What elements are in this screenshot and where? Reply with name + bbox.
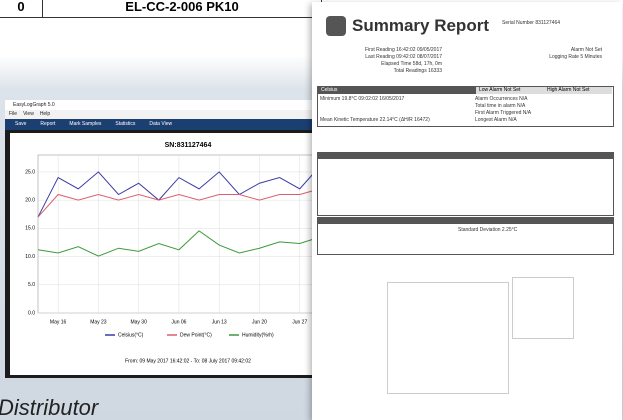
info-row: Last Reading 09:42:02 08/07/2017 [342, 54, 442, 61]
tool-button[interactable]: Mark Samples [69, 119, 101, 130]
report-page: Summary Report Serial Number 831127464 F… [312, 2, 622, 420]
x-tick-label: Jun 20 [252, 319, 267, 325]
menu-item[interactable]: File [9, 110, 17, 119]
section-header: Celsius [318, 87, 476, 94]
info-row: Elapsed Time 58d, 17h, 0m [342, 61, 442, 68]
y-tick-label: 20.0 [25, 197, 35, 203]
high-alarm: High Alarm Not Set [544, 87, 612, 94]
serial: Serial Number 831127464 [502, 20, 560, 26]
mini-chart [387, 282, 509, 394]
x-tick-label: May 30 [130, 319, 147, 325]
info-row: Logging Rate 5 Minutes [512, 54, 602, 61]
info-row: Alarm Not Set [512, 47, 602, 54]
menu-item[interactable]: View [23, 110, 34, 119]
info-row: First Reading 16:42:02 09/05/2017 [342, 47, 442, 54]
page: 0 EL-CC-2-006 PK10 EasyLogGraph 5.0 File… [0, 0, 623, 420]
y-tick-label: 15.0 [25, 226, 35, 232]
x-tick-label: Jun 06 [171, 319, 186, 325]
report-title: Summary Report [352, 16, 489, 36]
mini-table [512, 277, 574, 339]
info-row: Total Readings 16333 [342, 68, 442, 75]
tool-button[interactable]: Report [40, 119, 55, 130]
y-tick-label: 25.0 [25, 169, 35, 175]
stats-table: Celsius Low Alarm Not Set High Alarm Not… [317, 86, 614, 127]
alarm-row: First Alarm Triggered N/A [475, 110, 545, 117]
stats-table [317, 152, 614, 216]
alarm-row: Alarm Occurrences N/A [475, 96, 545, 103]
distributor: Distributor [0, 395, 98, 420]
alarm-row: Longest Alarm N/A [475, 117, 545, 124]
chart-title: SN:831127464 [165, 142, 212, 149]
tool-button[interactable]: Statistics [115, 119, 135, 130]
mkt: Mean Kinetic Temperature 22.14°C (ΔH/R 1… [320, 117, 475, 124]
minimum: Minimum 19.8°C 09:02:02 16/05/2017 [320, 96, 475, 103]
std-dev: Standard Deviation 2.25°C [318, 224, 613, 233]
x-tick-label: May 23 [90, 319, 107, 325]
x-tick-label: Jun 13 [212, 319, 227, 325]
chart-footer: From: 09 May 2017 16:42:02 - To: 08 July… [125, 358, 251, 364]
logo [326, 16, 346, 36]
tool-button[interactable]: Save [15, 119, 26, 130]
tool-button[interactable]: Data View [149, 119, 172, 130]
header-cell: EL-CC-2-006 PK10 [42, 0, 322, 18]
y-tick-label: 5.0 [28, 282, 35, 288]
menu-item[interactable]: Help [40, 110, 50, 119]
stats-table: Standard Deviation 2.25°C [317, 217, 614, 255]
header-cell: 0 [0, 0, 44, 18]
x-tick-label: May 16 [50, 319, 67, 325]
low-alarm: Low Alarm Not Set [476, 87, 544, 94]
stats-col: Minimum 19.8°C 09:02:02 16/05/2017 Mean K… [320, 96, 475, 124]
alarm-row: Total time in alarm N/A [475, 103, 545, 110]
x-tick-label: Jun 27 [292, 319, 307, 325]
legend-label: Humidity(%rh) [242, 332, 274, 338]
y-tick-label: 0.0 [28, 310, 35, 316]
y-tick-label: 10.0 [25, 254, 35, 260]
legend-label: Dew Point(°C) [180, 332, 212, 338]
legend-label: Celsius(°C) [118, 332, 144, 338]
